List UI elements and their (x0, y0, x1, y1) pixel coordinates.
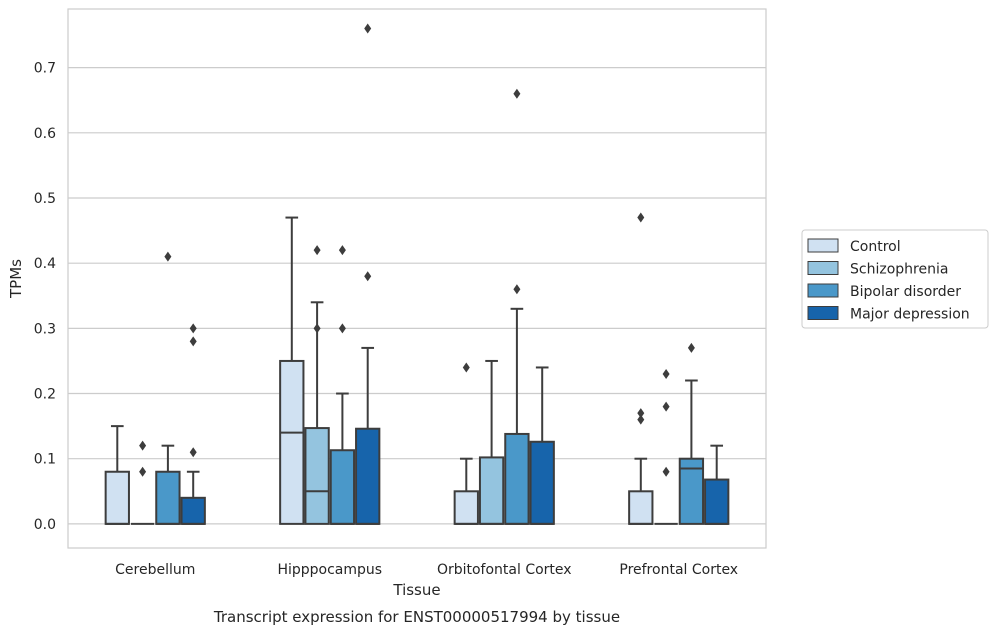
box-body (329, 449, 356, 525)
box-body (355, 427, 381, 525)
legend-swatch (807, 238, 839, 253)
y-tick-labels: 0.0 0.1 0.2 0.3 0.4 0.5 0.6 0.7 (34, 61, 56, 533)
outlier-point (313, 323, 321, 334)
box-bipolar-disorder-3 (678, 342, 705, 525)
outlier-point (637, 212, 645, 223)
x-tick-label: Cerebellum (115, 562, 195, 578)
legend-swatch (807, 283, 839, 298)
box-major-depression-0 (180, 323, 206, 525)
box-body (104, 470, 130, 525)
y-tick-label: 0.4 (34, 256, 56, 272)
outlier-point (338, 245, 346, 256)
box-bipolar-disorder-1 (329, 245, 356, 525)
box-schizophrenia-1 (304, 245, 330, 525)
outlier-point (338, 323, 346, 334)
outlier-point (364, 271, 372, 282)
outlier-point (189, 323, 197, 334)
y-tick-label: 0.0 (34, 517, 56, 533)
box-body (529, 440, 555, 525)
box-major-depression-3 (704, 444, 730, 525)
box-control-1 (279, 216, 305, 525)
grid-layer (68, 67, 766, 525)
legend-swatch (807, 261, 839, 275)
legend-label: Schizophrenia (850, 262, 948, 278)
outlier-point (313, 245, 321, 256)
box-body (704, 478, 730, 525)
x-tick-label: Hipppocampus (277, 562, 382, 578)
box-body (504, 432, 530, 525)
legend: Control Schizophrenia Bipolar disorder Majo… (801, 229, 989, 329)
outlier-point (662, 466, 670, 477)
box-major-depression-1 (355, 23, 381, 525)
boxes-layer (104, 23, 730, 525)
box-schizophrenia-0 (130, 440, 155, 525)
outlier-point (462, 362, 470, 373)
box-body (155, 470, 181, 525)
legend-items: Control Schizophrenia Bipolar disorder Majo… (807, 238, 970, 323)
box-body (279, 359, 305, 525)
legend-item: Schizophrenia (807, 261, 948, 278)
box-control-3 (628, 212, 654, 525)
x-tick-label: Prefrontal Cortex (619, 562, 738, 578)
box-bipolar-disorder-2 (504, 88, 530, 525)
box-body (478, 456, 505, 525)
outlier-point (364, 23, 372, 34)
y-tick-label: 0.7 (34, 61, 56, 77)
outlier-point (189, 447, 197, 458)
outlier-point (139, 466, 147, 477)
outlier-point (189, 336, 197, 347)
box-bipolar-disorder-0 (155, 251, 181, 525)
box-control-2 (453, 362, 479, 525)
x-tick-label: Orbitofontal Cortex (437, 562, 572, 578)
legend-item: Control (807, 238, 901, 255)
box-body (453, 490, 479, 525)
legend-item: Major depression (807, 306, 970, 323)
y-tick-label: 0.3 (34, 321, 56, 337)
outlier-point (662, 401, 670, 412)
box-schizophrenia-3 (654, 368, 678, 525)
legend-swatch (807, 306, 839, 320)
x-axis-label: Tissue (392, 581, 440, 599)
outlier-point (637, 408, 645, 419)
outlier-point (139, 440, 147, 451)
box-body (304, 427, 330, 525)
outlier-point (662, 368, 670, 379)
legend-label: Bipolar disorder (850, 284, 961, 300)
box-body (678, 457, 705, 525)
box-schizophrenia-2 (478, 359, 505, 525)
outlier-point (513, 88, 521, 99)
box-body (180, 496, 206, 525)
y-tick-label: 0.2 (34, 387, 56, 403)
outlier-point (687, 342, 695, 353)
outlier-point (637, 414, 645, 425)
outlier-point (513, 284, 521, 295)
chart-title: Transcript expression for ENST0000051799… (213, 608, 620, 626)
legend-frame (801, 229, 989, 329)
x-tick-labels: Cerebellum Hipppocampus Orbitofontal Corte… (115, 562, 738, 578)
y-axis-label: TPMs (7, 259, 25, 299)
box-body (628, 490, 654, 525)
legend-label: Control (850, 239, 901, 255)
legend-label: Major depression (850, 307, 970, 323)
y-tick-label: 0.6 (34, 126, 56, 142)
legend-item: Bipolar disorder (807, 283, 961, 300)
box-control-0 (104, 425, 130, 525)
y-tick-label: 0.1 (34, 452, 56, 468)
outlier-point (164, 251, 172, 262)
box-major-depression-2 (529, 366, 555, 525)
plot-frame (67, 8, 767, 549)
y-tick-label: 0.5 (34, 191, 56, 207)
